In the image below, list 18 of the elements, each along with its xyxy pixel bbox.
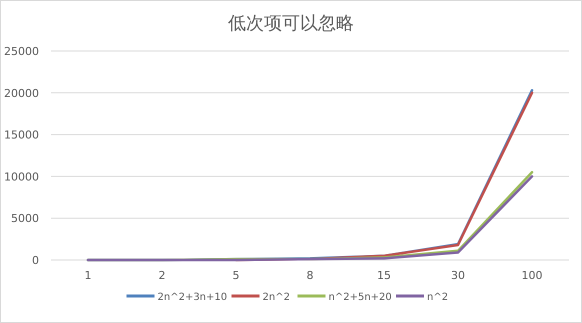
legend-label: n^2: [427, 292, 448, 303]
x-tick-label: 15: [377, 269, 391, 282]
legend-label: 2n^2: [262, 292, 290, 303]
x-tick-label: 8: [306, 269, 314, 282]
x-tick-label: 30: [451, 269, 465, 282]
y-tick-label: 0: [32, 254, 39, 267]
legend-label: 2n^2+3n+10: [158, 292, 228, 303]
y-tick-label: 15000: [4, 128, 39, 142]
y-tick-label: 20000: [4, 86, 39, 100]
x-tick-label: 5: [232, 269, 240, 282]
legend-label: n^2+5n+20: [328, 292, 392, 303]
y-tick-label: 10000: [4, 170, 39, 184]
y-tick-label: 25000: [4, 45, 39, 58]
y-tick-label: 5000: [11, 212, 39, 226]
x-tick-label: 1: [84, 269, 92, 282]
chart-title: 低次项可以忽略: [228, 13, 354, 34]
x-tick-label: 100: [522, 269, 542, 282]
x-tick-label: 2: [158, 269, 166, 282]
